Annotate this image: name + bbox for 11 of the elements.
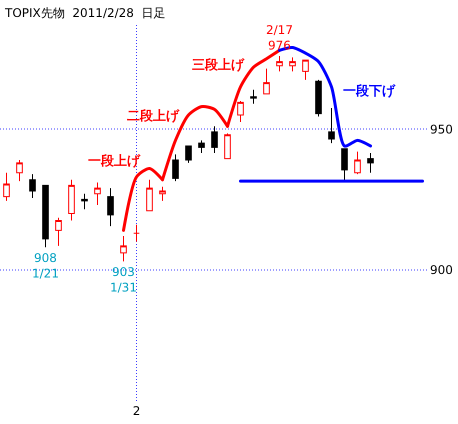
annotation: 903 1/31 xyxy=(110,265,137,295)
series-label: 三段上げ xyxy=(192,58,245,73)
series-label: 二段上げ xyxy=(127,109,180,124)
y-tick-label: 900 xyxy=(430,262,453,277)
annotation: 908 1/21 xyxy=(32,251,59,281)
chart-title: TOPIX先物 2011/2/28 日足 xyxy=(4,6,166,20)
series-label: 一段下げ xyxy=(343,84,396,99)
series-label: 一段上げ xyxy=(88,154,141,169)
x-tick-label: 2 xyxy=(132,404,140,418)
y-tick-label: 950 xyxy=(430,122,453,136)
annotation: 2/17 976 xyxy=(266,23,293,53)
